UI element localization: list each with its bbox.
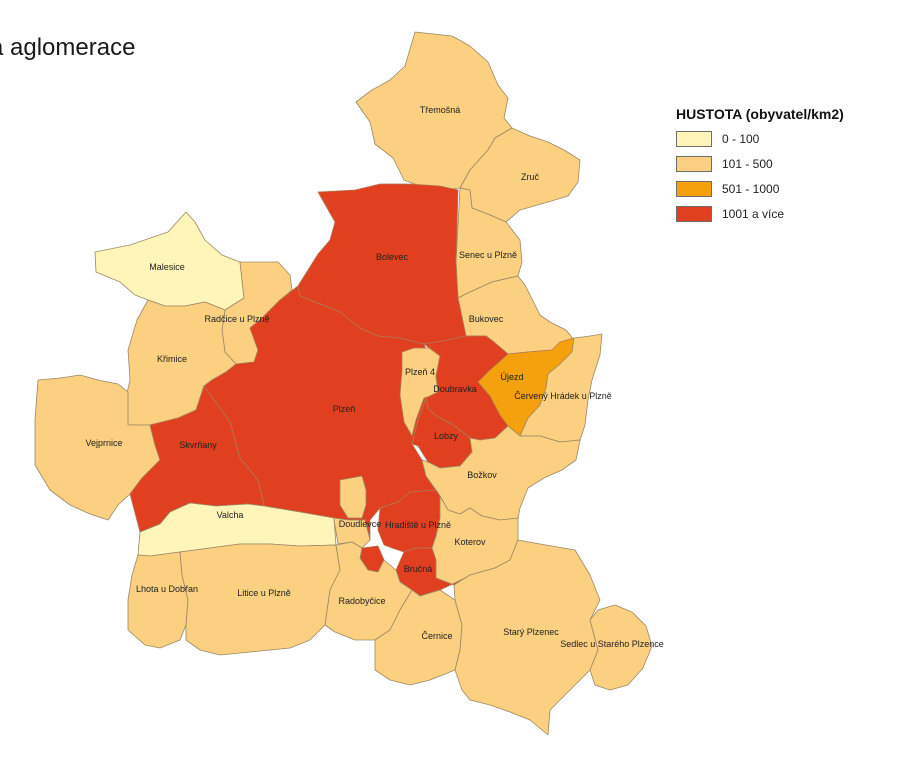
legend-item: 1001 a více (676, 204, 844, 223)
region-zruc (459, 127, 581, 223)
region-litice (179, 543, 341, 656)
region-label-plzen: Plzeň (333, 404, 356, 414)
region-label-brucna: Bručná (404, 564, 433, 574)
region-label-bolevec: Bolevec (376, 252, 409, 262)
region-label-hradiste: Hradiště u Plzně (385, 520, 451, 530)
region-label-stary: Starý Plzenec (503, 627, 559, 637)
legend-label: 1001 a více (722, 206, 785, 221)
region-plzen (203, 285, 437, 541)
legend-swatch (676, 155, 712, 172)
region-label-litice: Litice u Plzně (237, 588, 291, 598)
region-label-cerveny: Červený Hrádek u Plzně (514, 391, 612, 401)
region-stary (453, 539, 601, 736)
legend-item: 501 - 1000 (676, 179, 844, 198)
region-label-valcha: Valcha (217, 510, 244, 520)
region-label-ujezd: Újezd (500, 372, 523, 382)
region-label-doudlevce: Doudlevce (339, 519, 382, 529)
region-label-doubravka: Doubravka (433, 384, 477, 394)
legend-label: 101 - 500 (722, 156, 773, 171)
region-label-radobycice: Radobyčice (338, 596, 385, 606)
legend-swatch (676, 130, 712, 147)
region-label-vejprnice: Vejprnice (85, 438, 122, 448)
region-cernice (374, 589, 463, 686)
legend: HUSTOTA (obyvatel/km2) 0 - 100 101 - 500 5… (676, 106, 844, 229)
legend-item: 0 - 100 (676, 129, 844, 148)
region-sedlec (589, 604, 653, 691)
region-label-senec: Senec u Plzně (459, 250, 517, 260)
region-label-krimice: Křimice (157, 354, 187, 364)
legend-label: 501 - 1000 (722, 181, 780, 196)
legend-swatch (676, 180, 712, 197)
region-label-radcice: Radčice u Plzně (204, 314, 269, 324)
region-label-tremosna: Třemošná (420, 105, 461, 115)
map-title: á aglomerace (0, 34, 136, 61)
region-label-plzen4: Plzeň 4 (405, 367, 435, 377)
region-label-sedlec: Sedlec u Starého Plzence (560, 639, 664, 649)
region-label-skvrnany: Skvrňany (179, 440, 217, 450)
region-malesice (94, 211, 245, 311)
region-label-cernice: Černice (421, 631, 452, 641)
legend-item: 101 - 500 (676, 154, 844, 173)
region-label-koterov: Koterov (454, 537, 486, 547)
region-label-lhota: Lhota u Dobřan (136, 584, 198, 594)
region-label-zruc: Zruč (521, 172, 540, 182)
legend-title: HUSTOTA (obyvatel/km2) (676, 106, 844, 122)
region-label-malesice: Malesice (149, 262, 185, 272)
legend-swatch (676, 205, 712, 222)
legend-label: 0 - 100 (722, 131, 760, 146)
region-lhota (127, 551, 189, 649)
region-label-lobzy: Lobzy (434, 431, 459, 441)
region-label-bozkov: Božkov (467, 470, 497, 480)
region-label-bukovec: Bukovec (469, 314, 504, 324)
